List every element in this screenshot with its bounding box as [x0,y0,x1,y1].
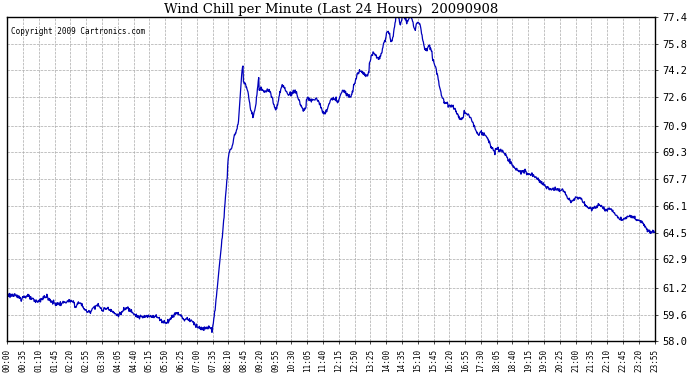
Title: Wind Chill per Minute (Last 24 Hours)  20090908: Wind Chill per Minute (Last 24 Hours) 20… [164,3,498,16]
Text: Copyright 2009 Cartronics.com: Copyright 2009 Cartronics.com [10,27,145,36]
